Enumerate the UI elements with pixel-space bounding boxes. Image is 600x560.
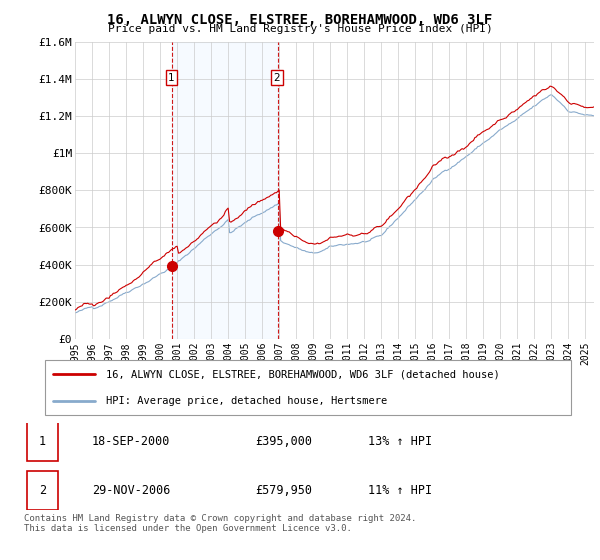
Text: Contains HM Land Registry data © Crown copyright and database right 2024.
This d: Contains HM Land Registry data © Crown c… [24,514,416,534]
Text: 18-SEP-2000: 18-SEP-2000 [92,435,170,449]
Text: 2: 2 [39,484,46,497]
Text: 29-NOV-2006: 29-NOV-2006 [92,484,170,497]
Text: 16, ALWYN CLOSE, ELSTREE, BOREHAMWOOD, WD6 3LF (detached house): 16, ALWYN CLOSE, ELSTREE, BOREHAMWOOD, W… [106,369,500,379]
Text: 1: 1 [39,435,46,449]
Text: 1: 1 [168,73,175,83]
Text: £579,950: £579,950 [255,484,312,497]
Bar [172,42,278,339]
Text: HPI: Average price, detached house, Hertsmere: HPI: Average price, detached house, Hert… [106,396,388,407]
Text: 13% ↑ HPI: 13% ↑ HPI [368,435,432,449]
Text: Price paid vs. HM Land Registry's House Price Index (HPI): Price paid vs. HM Land Registry's House … [107,24,493,34]
Bar [27,471,58,510]
Text: £395,000: £395,000 [255,435,312,449]
Text: 11% ↑ HPI: 11% ↑ HPI [368,484,432,497]
Text: 16, ALWYN CLOSE, ELSTREE, BOREHAMWOOD, WD6 3LF: 16, ALWYN CLOSE, ELSTREE, BOREHAMWOOD, W… [107,13,493,27]
Text: 2: 2 [274,73,280,83]
Bar [27,422,58,461]
